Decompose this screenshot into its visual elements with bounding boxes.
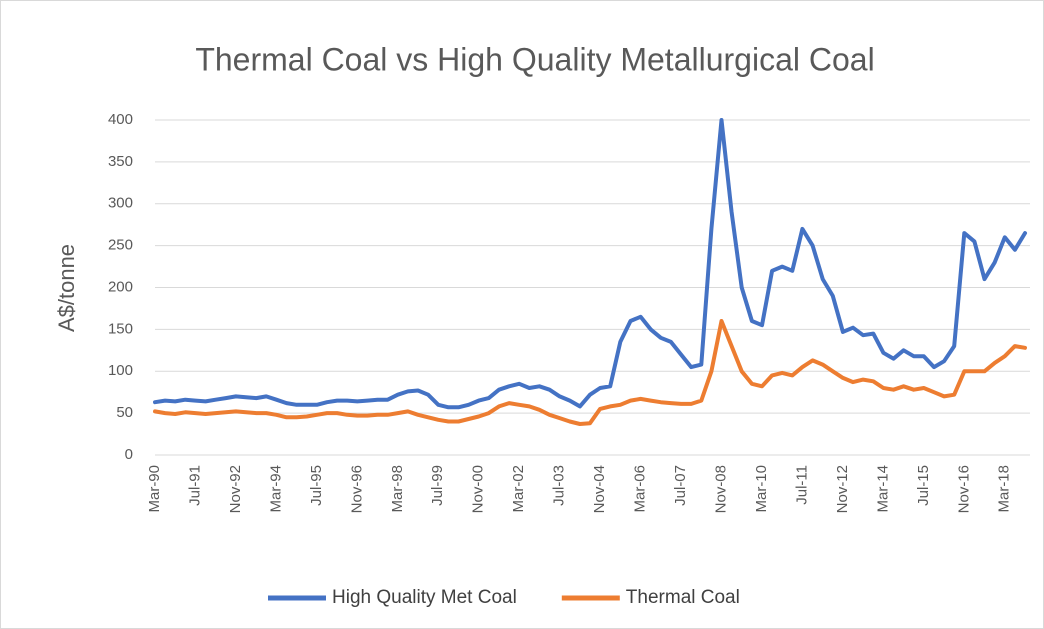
x-tick-label: Jul-99 xyxy=(429,465,446,506)
x-tick-label: Mar-98 xyxy=(389,465,406,513)
series-line xyxy=(153,118,1027,410)
legend-label: High Quality Met Coal xyxy=(332,587,517,608)
y-tick-label: 100 xyxy=(108,362,133,379)
y-tick-label: 250 xyxy=(108,237,133,254)
x-tick-label: Mar-18 xyxy=(996,465,1013,513)
chart-title: Thermal Coal vs High Quality Metallurgic… xyxy=(195,41,874,77)
x-tick-label: Nov-16 xyxy=(955,465,972,513)
x-tick-label: Mar-14 xyxy=(874,465,891,513)
x-tick-label: Jul-07 xyxy=(672,465,689,506)
x-tick-label: Mar-94 xyxy=(267,465,284,513)
x-tick-label: Nov-12 xyxy=(834,465,851,513)
x-tick-label: Nov-08 xyxy=(712,465,729,513)
x-tick-label: Nov-92 xyxy=(227,465,244,513)
x-tick-label: Jul-95 xyxy=(308,465,325,506)
series-line xyxy=(153,319,1027,426)
x-tick-label: Jul-03 xyxy=(551,465,568,506)
y-tick-label: 300 xyxy=(108,195,133,212)
y-tick-label: 150 xyxy=(108,320,133,337)
x-tick-label: Nov-04 xyxy=(591,465,608,513)
x-tick-label: Mar-90 xyxy=(146,465,163,513)
x-tick-label: Nov-96 xyxy=(348,465,365,513)
x-tick-label: Jul-15 xyxy=(915,465,932,506)
y-tick-label: 0 xyxy=(125,446,133,463)
x-tick-label: Mar-06 xyxy=(632,465,649,513)
legend-label: Thermal Coal xyxy=(626,587,740,608)
y-axis-label: A$/tonne xyxy=(54,244,79,332)
x-tick-label: Nov-00 xyxy=(470,465,487,513)
y-tick-label: 50 xyxy=(116,404,133,421)
y-tick-label: 200 xyxy=(108,278,133,295)
x-tick-label: Mar-10 xyxy=(753,465,770,513)
y-tick-label: 400 xyxy=(108,111,133,128)
x-tick-label: Mar-02 xyxy=(510,465,527,513)
x-tick-label: Jul-11 xyxy=(793,465,810,505)
x-tick-label: Jul-91 xyxy=(186,465,203,506)
y-tick-label: 350 xyxy=(108,153,133,170)
